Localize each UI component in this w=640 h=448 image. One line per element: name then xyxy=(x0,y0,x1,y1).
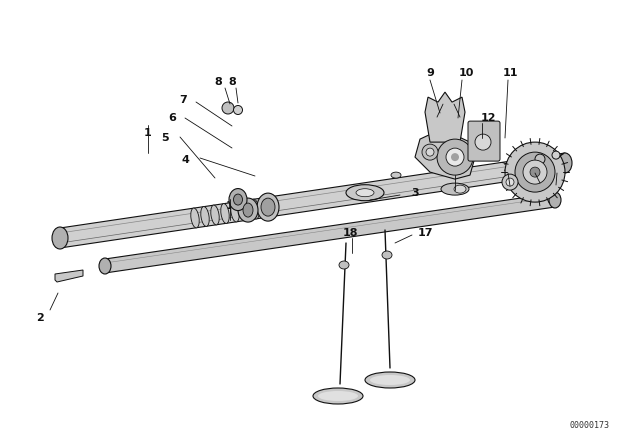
Text: 5: 5 xyxy=(161,133,169,143)
Text: 9: 9 xyxy=(426,68,434,78)
Ellipse shape xyxy=(52,227,68,249)
Text: 7: 7 xyxy=(179,95,187,105)
Ellipse shape xyxy=(221,203,229,224)
Ellipse shape xyxy=(313,388,363,404)
Circle shape xyxy=(426,148,434,156)
Ellipse shape xyxy=(558,153,572,173)
Circle shape xyxy=(505,142,565,202)
Ellipse shape xyxy=(346,185,384,201)
Ellipse shape xyxy=(251,199,259,219)
Circle shape xyxy=(502,174,518,190)
Text: 8: 8 xyxy=(228,77,236,87)
Circle shape xyxy=(451,153,459,161)
Ellipse shape xyxy=(231,202,239,222)
Polygon shape xyxy=(415,132,475,179)
Circle shape xyxy=(523,160,547,184)
Polygon shape xyxy=(105,193,555,273)
Ellipse shape xyxy=(370,375,410,385)
Ellipse shape xyxy=(257,193,279,221)
Text: 3: 3 xyxy=(411,188,419,198)
Ellipse shape xyxy=(260,198,269,217)
Text: 10: 10 xyxy=(458,68,474,78)
Ellipse shape xyxy=(261,198,275,216)
Circle shape xyxy=(222,102,234,114)
FancyBboxPatch shape xyxy=(468,121,500,161)
Text: 13: 13 xyxy=(447,163,463,173)
Text: 17: 17 xyxy=(417,228,433,238)
Circle shape xyxy=(446,148,464,166)
Text: 6: 6 xyxy=(168,113,176,123)
Ellipse shape xyxy=(382,251,392,259)
Text: 14: 14 xyxy=(502,163,518,173)
Ellipse shape xyxy=(234,194,243,205)
Ellipse shape xyxy=(241,201,249,220)
Ellipse shape xyxy=(318,391,358,401)
Text: 00000173: 00000173 xyxy=(570,421,610,430)
Text: 18: 18 xyxy=(342,228,358,238)
Circle shape xyxy=(475,134,491,150)
Text: 1: 1 xyxy=(144,128,152,138)
Text: 8: 8 xyxy=(214,77,222,87)
Ellipse shape xyxy=(454,185,466,193)
Circle shape xyxy=(530,167,540,177)
Ellipse shape xyxy=(201,207,209,226)
Ellipse shape xyxy=(549,192,561,208)
Text: 11: 11 xyxy=(502,68,518,78)
Circle shape xyxy=(515,152,555,192)
Ellipse shape xyxy=(391,172,401,178)
Ellipse shape xyxy=(356,189,374,197)
Text: 2: 2 xyxy=(36,313,44,323)
Circle shape xyxy=(506,178,514,186)
Ellipse shape xyxy=(243,203,253,217)
Text: 1: 1 xyxy=(226,201,234,211)
Ellipse shape xyxy=(365,372,415,388)
Ellipse shape xyxy=(238,198,258,222)
Polygon shape xyxy=(60,153,565,248)
Text: 12: 12 xyxy=(480,113,496,123)
Ellipse shape xyxy=(211,205,220,225)
Text: 16: 16 xyxy=(550,163,566,173)
Polygon shape xyxy=(425,92,465,142)
Ellipse shape xyxy=(339,261,349,269)
Polygon shape xyxy=(55,270,83,282)
Ellipse shape xyxy=(229,189,247,211)
Ellipse shape xyxy=(441,183,469,195)
Circle shape xyxy=(437,139,473,175)
Ellipse shape xyxy=(191,208,199,228)
Circle shape xyxy=(535,154,545,164)
Circle shape xyxy=(234,105,243,115)
Ellipse shape xyxy=(99,258,111,274)
Text: 4: 4 xyxy=(181,155,189,165)
Circle shape xyxy=(552,151,560,159)
Text: 15: 15 xyxy=(528,163,544,173)
Circle shape xyxy=(422,144,438,160)
